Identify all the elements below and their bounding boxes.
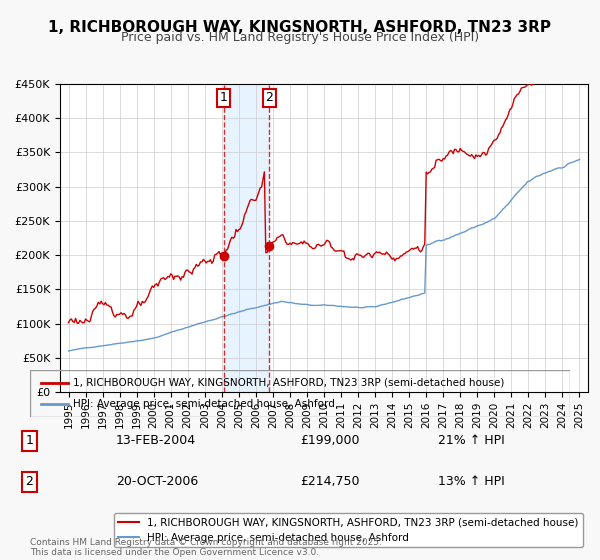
Text: 13-FEB-2004: 13-FEB-2004 bbox=[116, 435, 196, 447]
Legend: 1, RICHBOROUGH WAY, KINGSNORTH, ASHFORD, TN23 3RP (semi-detached house), HPI: Av: 1, RICHBOROUGH WAY, KINGSNORTH, ASHFORD,… bbox=[114, 514, 583, 547]
Text: 21% ↑ HPI: 21% ↑ HPI bbox=[438, 435, 505, 447]
Text: 1: 1 bbox=[220, 91, 228, 104]
Text: 2: 2 bbox=[265, 91, 273, 104]
Text: 1, RICHBOROUGH WAY, KINGSNORTH, ASHFORD, TN23 3RP: 1, RICHBOROUGH WAY, KINGSNORTH, ASHFORD,… bbox=[49, 20, 551, 35]
Text: HPI: Average price, semi-detached house, Ashford: HPI: Average price, semi-detached house,… bbox=[73, 399, 335, 409]
Text: £214,750: £214,750 bbox=[300, 475, 359, 488]
Text: 1, RICHBOROUGH WAY, KINGSNORTH, ASHFORD, TN23 3RP (semi-detached house): 1, RICHBOROUGH WAY, KINGSNORTH, ASHFORD,… bbox=[73, 378, 505, 388]
Text: 1: 1 bbox=[25, 435, 33, 447]
Text: 2: 2 bbox=[25, 475, 33, 488]
Text: Contains HM Land Registry data © Crown copyright and database right 2025.
This d: Contains HM Land Registry data © Crown c… bbox=[30, 538, 382, 557]
Text: 13% ↑ HPI: 13% ↑ HPI bbox=[438, 475, 505, 488]
Text: £199,000: £199,000 bbox=[300, 435, 359, 447]
Text: 20-OCT-2006: 20-OCT-2006 bbox=[116, 475, 198, 488]
Text: Price paid vs. HM Land Registry's House Price Index (HPI): Price paid vs. HM Land Registry's House … bbox=[121, 31, 479, 44]
